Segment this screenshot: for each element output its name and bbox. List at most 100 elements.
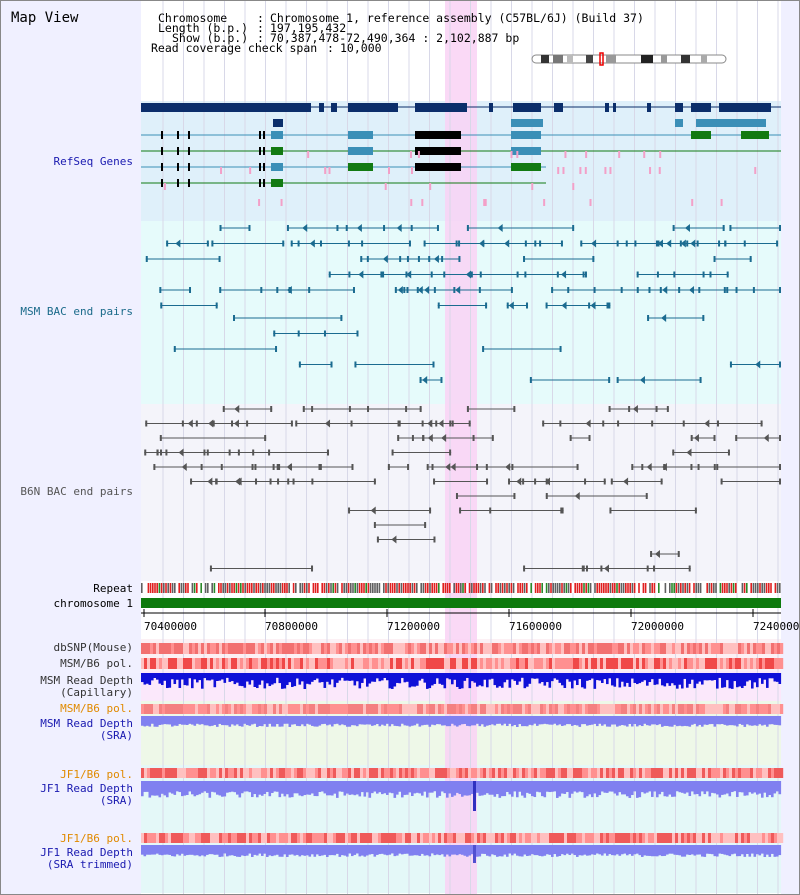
read-depth-bar [628,716,632,725]
bac-end [560,240,563,247]
read-depth-bar [446,845,449,855]
polymorphism-cell [144,768,148,778]
track-label-b6n-bac[interactable]: B6N BAC end pairs [20,485,133,498]
read-depth-bar [393,716,397,726]
read-depth-bar [466,845,469,857]
polymorphism-cell [357,704,361,714]
refseq-pink-mark [572,183,575,190]
read-depth-bar [681,845,684,857]
track-label-msm-bac[interactable]: MSM BAC end pairs [20,305,133,318]
read-depth-bar [643,673,647,681]
repeat-mark [416,583,418,593]
read-depth-bar [453,845,457,855]
read-depth-bar [601,673,604,683]
bac-end [513,406,516,412]
read-depth-bar [581,845,584,856]
polymorphism-cell [258,658,262,669]
bac-arrow [450,463,456,471]
polymorphism-cell [765,768,769,778]
read-depth-bar [543,716,547,724]
track-label-dbsnp[interactable]: dbSNP(Mouse) [53,641,133,654]
polymorphism-cell [390,658,394,669]
polymorphism-cell [768,704,772,714]
polymorphism-cell [648,704,652,714]
repeat-mark [739,583,741,593]
polymorphism-cell [660,643,664,654]
repeat-mark [732,583,735,593]
polymorphism-cell [210,658,214,669]
polymorphism-cell [360,658,364,669]
read-depth-bar [346,716,349,727]
track-label-jf1-depth-trim-2: (SRA trimmed) [46,858,133,871]
read-depth-bar [606,845,609,856]
track-label-repeat[interactable]: Repeat [93,582,133,595]
polymorphism-cell [750,658,754,669]
length-sep: : [257,21,264,35]
read-depth-bar [538,781,542,793]
polymorphism-cell [636,643,640,654]
bac-arrow [561,301,567,310]
read-depth-bar [458,781,462,795]
repeat-mark [147,583,150,593]
read-depth-bar [666,716,669,726]
repeat-mark [259,583,262,593]
repeat-mark [717,583,719,593]
track-label-jf1-depth-sra[interactable]: JF1 Read Depth [40,782,133,795]
read-depth-bar [746,845,749,854]
track-label-msm-b6-pol-2[interactable]: MSM/B6 pol. [60,702,133,715]
bac-arrow [591,239,597,248]
repeat-mark [409,583,411,593]
read-depth-bar [511,781,514,797]
polymorphism-cell [219,643,223,654]
read-depth-bar [418,716,422,727]
refseq-pink-mark [324,167,327,174]
polymorphism-cell [273,768,277,778]
read-depth-bar [433,845,437,856]
polymorphism-cell [414,658,418,669]
polymorphism-cell [279,643,283,654]
read-depth-bar [188,716,192,724]
read-depth-bar [773,781,777,794]
polymorphism-cell [444,768,448,778]
track-label-msm-depth-cap[interactable]: MSM Read Depth [40,674,133,687]
polymorphism-cell [711,658,715,669]
track-label-jf1-b6-pol-2[interactable]: JF1/B6 pol. [60,832,133,845]
repeat-mark [314,583,317,593]
polymorphism-cell [666,833,670,843]
repeat-mark [530,583,532,593]
polymorphism-cell [528,704,532,714]
polymorphism-cell [369,658,373,669]
read-depth-bar [648,845,652,856]
ideogram-band [641,55,653,63]
read-depth-bar [751,845,754,854]
polymorphism-cell [468,833,472,843]
polymorphism-cell [498,643,502,654]
repeat-mark [614,583,616,593]
track-label-jf1-b6-pol[interactable]: JF1/B6 pol. [60,768,133,781]
bac-end [779,478,781,485]
track-label-jf1-depth-trim[interactable]: JF1 Read Depth [40,846,133,859]
polymorphism-cell [192,833,196,843]
read-depth-bar [273,673,277,684]
read-depth-bar [186,781,189,796]
polymorphism-cell [435,643,439,654]
track-label-msm-depth-sra[interactable]: MSM Read Depth [40,717,133,730]
repeat-mark [286,583,288,593]
polymorphism-cell [765,704,769,714]
exon [511,147,541,155]
read-depth-bar [193,673,197,680]
bac-end [722,225,725,231]
track-label-msm-b6-pol[interactable]: MSM/B6 pol. [60,657,133,670]
polymorphism-cell [153,833,157,843]
polymorphism-cell [195,768,199,778]
read-depth-bar [521,673,524,678]
track-label-chromosome[interactable]: chromosome 1 [53,597,133,610]
polymorphism-cell [693,643,697,654]
read-depth-bar [716,845,719,857]
track-label-refseq[interactable]: RefSeq Genes [53,155,133,168]
polymorphism-cell [489,658,493,669]
polymorphism-cell [657,643,661,654]
refseq-pink-mark [307,151,310,158]
repeat-mark [475,583,477,593]
polymorphism-cell [723,658,727,669]
